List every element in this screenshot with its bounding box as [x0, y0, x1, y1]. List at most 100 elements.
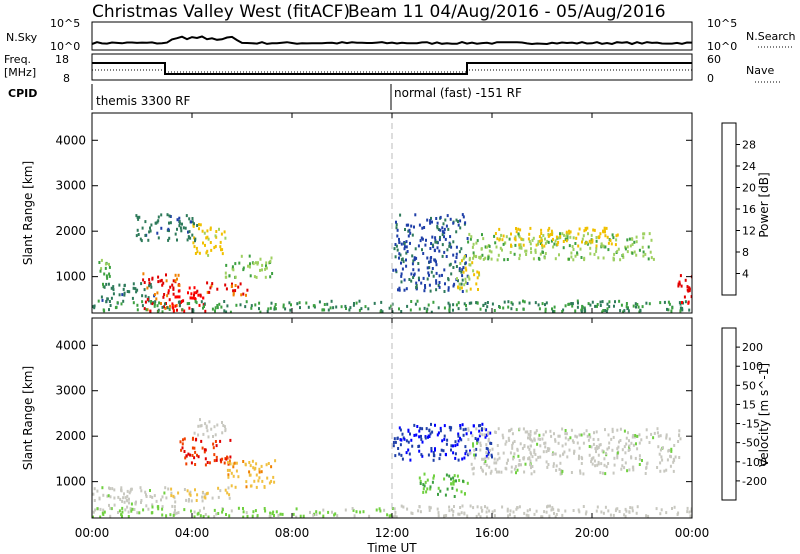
heatmap-cell: [484, 245, 487, 249]
heatmap-cell: [619, 309, 622, 313]
heatmap-cell: [189, 236, 192, 240]
heatmap-cell: [677, 282, 680, 286]
heatmap-cell: [520, 246, 523, 250]
heatmap-cell: [105, 300, 108, 304]
heatmap-cell: [452, 284, 455, 288]
heatmap-cell: [430, 310, 433, 313]
heatmap-cell: [426, 277, 429, 281]
heatmap-cell: [203, 302, 206, 306]
heatmap-cell: [448, 308, 451, 312]
heatmap-cell: [457, 439, 460, 443]
heatmap-cell: [251, 514, 254, 518]
heatmap-cell: [645, 301, 648, 305]
heatmap-cell: [156, 231, 159, 235]
heatmap-cell: [245, 293, 247, 297]
heatmap-cell: [431, 430, 434, 434]
heatmap-cell: [553, 305, 556, 309]
heatmap-cell: [445, 514, 448, 517]
heatmap-cell: [479, 307, 482, 311]
heatmap-cell: [288, 301, 291, 305]
heatmap-cell: [122, 299, 125, 303]
heatmap-cell: [544, 430, 547, 434]
heatmap-cell: [450, 426, 453, 430]
heatmap-cell: [242, 460, 245, 463]
heatmap-cell: [227, 486, 230, 490]
heatmap-cell: [494, 232, 497, 235]
heatmap-cell: [248, 265, 251, 269]
heatmap-cell: [631, 435, 634, 439]
heatmap-cell: [432, 300, 435, 304]
heatmap-cell: [463, 283, 466, 287]
heatmap-cell: [204, 422, 207, 426]
heatmap-cell: [99, 507, 102, 511]
heatmap-cell: [296, 302, 299, 306]
heatmap-cell: [636, 505, 639, 509]
heatmap-cell: [443, 306, 446, 310]
heatmap-cell: [439, 429, 442, 433]
heatmap-cell: [612, 236, 615, 240]
heatmap-cell: [197, 433, 200, 437]
heatmap-cell: [454, 456, 457, 460]
heatmap-cell: [602, 309, 605, 312]
heatmap-cell: [684, 300, 687, 304]
heatmap-cell: [209, 241, 212, 244]
heatmap-cell: [458, 269, 461, 273]
heatmap-cell: [595, 249, 598, 253]
heatmap-cell: [367, 307, 370, 311]
heatmap-cell: [523, 300, 526, 304]
heatmap-cell: [193, 510, 196, 514]
heatmap-cell: [461, 423, 464, 427]
heatmap-cell: [518, 243, 521, 247]
heatmap-cell: [667, 300, 670, 304]
heatmap-cell: [441, 243, 444, 247]
heatmap-cell: [461, 259, 463, 263]
heatmap-cell: [622, 310, 625, 313]
heatmap-cell: [493, 514, 496, 518]
heatmap-cell: [504, 241, 507, 245]
heatmap-cell: [114, 306, 117, 310]
heatmap-cell: [616, 451, 619, 455]
heatmap-cell: [217, 495, 220, 499]
heatmap-cell: [103, 272, 106, 276]
heatmap-cell: [529, 226, 532, 230]
heatmap-cell: [632, 443, 635, 447]
heatmap-cell: [415, 433, 418, 437]
heatmap-cell: [169, 304, 171, 308]
heatmap-cell: [282, 303, 285, 307]
heatmap-cell: [636, 434, 639, 438]
heatmap-cell: [419, 482, 422, 485]
heatmap-cell: [418, 444, 421, 448]
heatmap-cell: [628, 468, 631, 472]
heatmap-cell: [194, 438, 197, 442]
heatmap-cell: [418, 307, 421, 311]
heatmap-cell: [270, 465, 273, 469]
heatmap-cell: [510, 307, 513, 311]
heatmap-cell: [249, 262, 251, 266]
heatmap-cell: [648, 441, 651, 444]
heatmap-cell: [167, 291, 170, 295]
heatmap-cell: [592, 437, 595, 441]
heatmap-cell: [505, 461, 508, 465]
heatmap-cell: [435, 288, 438, 292]
heatmap-cell: [163, 305, 165, 309]
heatmap-cell: [667, 308, 670, 312]
heatmap-cell: [571, 439, 574, 443]
heatmap-cell: [546, 239, 549, 243]
heatmap-cell: [415, 256, 418, 260]
heatmap-cell: [436, 246, 439, 250]
heatmap-cell: [539, 437, 541, 441]
heatmap-cell: [421, 440, 424, 444]
heatmap-cell: [223, 300, 226, 303]
heatmap-cell: [613, 456, 616, 460]
heatmap-cell: [172, 494, 175, 498]
heatmap-cell: [437, 486, 440, 490]
heatmap-cell: [138, 215, 141, 219]
heatmap-cell: [577, 244, 580, 248]
heatmap-cell: [690, 509, 692, 513]
x-axis-label: Time UT: [366, 541, 417, 554]
colorbar-tick-label: -15: [742, 418, 760, 431]
heatmap-cell: [537, 240, 540, 244]
heatmap-cell: [183, 309, 186, 313]
heatmap-cell: [113, 488, 116, 492]
y-tick-label: 2000: [55, 224, 86, 238]
